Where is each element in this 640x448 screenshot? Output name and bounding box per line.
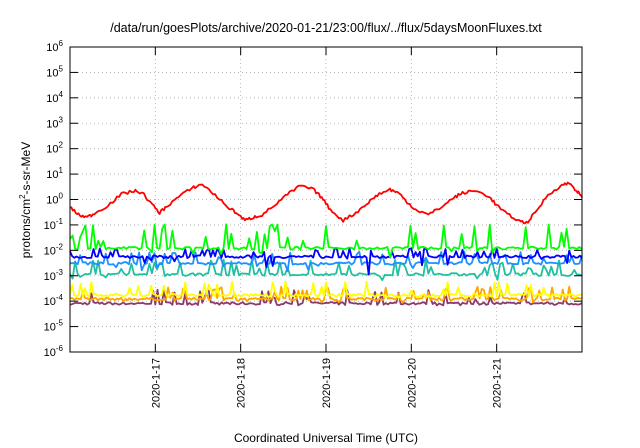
y-tick-base: 10: [46, 42, 58, 54]
series-line: [69, 288, 583, 307]
y-tick-base: 10: [44, 220, 56, 232]
axis-ticks: 10-610-510-410-310-210-11001011021031041…: [44, 39, 582, 408]
series-line: [69, 181, 583, 225]
y-tick-label: 10-6: [44, 344, 64, 359]
x-tick-label: 2020-1-17: [150, 358, 162, 408]
x-axis-label: Coordinated Universal Time (UTC): [234, 431, 418, 445]
y-tick-label: 100: [46, 192, 63, 207]
y-tick-exponent: -1: [56, 217, 64, 226]
series-line: [69, 247, 583, 276]
y-tick-base: 10: [44, 271, 56, 283]
y-tick-exponent: 5: [59, 64, 64, 73]
chart-title: /data/run/goesPlots/archive/2020-01-21/2…: [110, 21, 542, 35]
y-tick-label: 103: [46, 115, 63, 130]
y-tick-exponent: -5: [56, 319, 64, 328]
y-tick-label: 10-3: [44, 268, 64, 283]
x-tick-label: 2020-1-21: [492, 358, 504, 408]
series-line: [69, 258, 583, 281]
y-tick-label: 102: [46, 141, 63, 156]
y-tick-exponent: -2: [56, 242, 64, 251]
y-tick-exponent: 1: [59, 166, 64, 175]
x-tick-label: 2020-1-19: [321, 358, 333, 408]
y-tick-base: 10: [46, 144, 58, 156]
series-layer: [69, 181, 583, 307]
y-tick-label: 104: [46, 90, 63, 105]
y-tick-label: 106: [46, 39, 63, 54]
y-tick-label: 10-4: [44, 293, 64, 308]
y-tick-label: 101: [46, 166, 63, 181]
y-axis-label-superscript: 2: [18, 194, 27, 199]
series-line: [69, 223, 583, 259]
x-tick-label: 2020-1-20: [406, 358, 418, 408]
y-tick-exponent: -3: [56, 268, 64, 277]
y-tick-exponent: 4: [59, 90, 64, 99]
y-axis-label-unit: -s-sr-MeV: [19, 142, 33, 195]
y-tick-exponent: 3: [59, 115, 64, 124]
y-tick-base: 10: [46, 169, 58, 181]
y-tick-label: 10-1: [44, 217, 64, 232]
y-tick-base: 10: [46, 195, 58, 207]
y-tick-base: 10: [44, 296, 56, 308]
y-tick-base: 10: [44, 322, 56, 334]
series-line: [69, 250, 583, 272]
y-tick-base: 10: [46, 93, 58, 105]
y-tick-base: 10: [44, 245, 56, 257]
y-tick-label: 10-5: [44, 319, 64, 334]
y-tick-label: 10-2: [44, 242, 64, 257]
y-tick-base: 10: [44, 347, 56, 359]
y-tick-label: 105: [46, 64, 63, 79]
y-tick-exponent: 2: [59, 141, 64, 150]
y-tick-base: 10: [46, 67, 58, 79]
y-tick-exponent: 6: [59, 39, 64, 48]
y-tick-exponent: 0: [59, 192, 64, 201]
y-axis-label-main: protons/cm: [19, 199, 33, 258]
grid-lines: [70, 47, 582, 352]
y-axis-label: protons/cm2-s-sr-MeV: [18, 142, 33, 258]
y-tick-exponent: -4: [56, 293, 64, 302]
y-tick-base: 10: [46, 118, 58, 130]
x-tick-label: 2020-1-18: [236, 358, 248, 408]
series-line: [69, 280, 583, 299]
y-tick-exponent: -6: [56, 344, 64, 353]
